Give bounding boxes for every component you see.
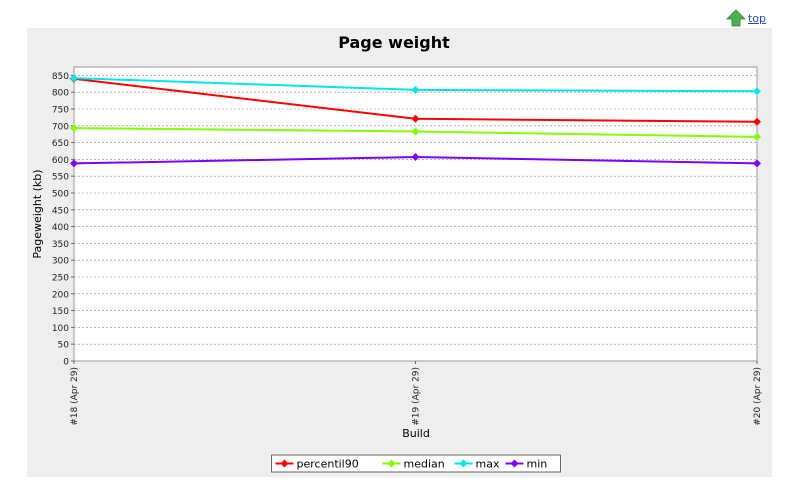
legend-marker-percentil90 <box>280 459 289 468</box>
data-point-min <box>411 153 420 162</box>
up-arrow-icon <box>726 9 746 27</box>
y-tick-label: 550 <box>52 173 69 183</box>
y-tick-label: 450 <box>52 206 69 216</box>
data-point-min <box>70 159 78 168</box>
y-tick-label: 300 <box>52 257 69 267</box>
legend-label-min: min <box>527 458 548 471</box>
y-tick-label: 250 <box>52 274 69 284</box>
data-point-max <box>753 87 761 96</box>
y-tick-label: 200 <box>52 290 69 300</box>
y-tick-label: 850 <box>52 72 69 82</box>
legend-label-max: max <box>476 458 500 471</box>
data-point-max <box>70 74 78 83</box>
y-tick-label: 500 <box>52 190 69 200</box>
y-tick-label: 800 <box>52 89 69 99</box>
legend-label-median: median <box>404 458 445 471</box>
y-tick-label: 750 <box>52 106 69 116</box>
y-tick-label: 100 <box>52 324 69 334</box>
y-tick-label: 0 <box>63 358 69 368</box>
grid-lines <box>74 75 757 345</box>
chart-title: Page weight <box>338 33 450 52</box>
y-axis: 0 50 100 150 200 250 300 350 400 450 500 550 600 650 7… <box>52 72 74 368</box>
y-tick-label: 650 <box>52 139 69 149</box>
y-tick-label: 50 <box>58 341 70 351</box>
x-tick-label: #20 (Apr 29) <box>753 367 763 426</box>
data-point-percentil90 <box>753 117 761 126</box>
x-tick-label: #19 (Apr 29) <box>412 367 422 426</box>
legend-marker-max <box>459 459 468 468</box>
top-link[interactable]: top <box>726 8 766 28</box>
legend-marker-min <box>510 459 519 468</box>
y-tick-label: 400 <box>52 223 69 233</box>
data-point-median <box>753 132 761 141</box>
data-point-percentil90 <box>411 114 420 123</box>
x-tick-label: #18 (Apr 29) <box>70 367 80 426</box>
legend-marker-median <box>387 459 396 468</box>
x-axis: #18 (Apr 29) #19 (Apr 29) #20 (Apr 29) <box>70 361 763 426</box>
series-group <box>70 74 761 168</box>
y-axis-label: Pageweight (kb) <box>31 169 44 258</box>
page-weight-chart: Page weight 0 50 100 150 200 250 300 350 400 450 5… <box>31 33 763 473</box>
top-link-label: top <box>747 11 766 25</box>
data-point-max <box>411 85 420 94</box>
x-axis-label: Build <box>402 427 430 440</box>
data-point-min <box>753 159 761 168</box>
y-tick-label: 600 <box>52 156 69 166</box>
y-tick-label: 700 <box>52 122 69 132</box>
legend: percentil90 median max min <box>271 454 561 473</box>
plot-area <box>73 66 758 362</box>
chart-panel: Page weight 0 50 100 150 200 250 300 350 400 450 5… <box>27 28 772 477</box>
y-tick-label: 350 <box>52 240 69 250</box>
y-tick-label: 150 <box>52 307 69 317</box>
data-point-median <box>70 124 78 133</box>
legend-label-percentil90: percentil90 <box>297 458 359 471</box>
legend-box <box>271 454 561 473</box>
